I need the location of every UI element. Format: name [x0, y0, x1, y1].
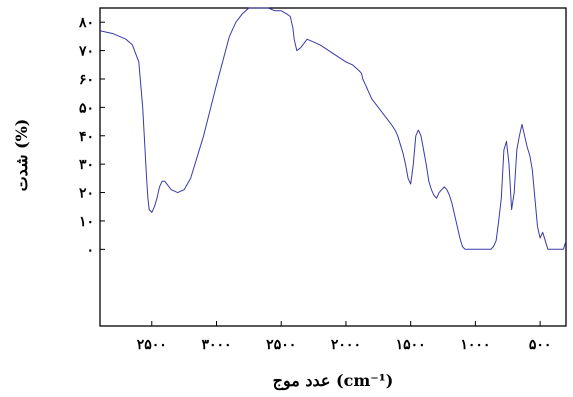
y-tick-label: ۱۰: [79, 214, 94, 230]
x-tick-label: ۱۰۰۰: [460, 337, 490, 353]
x-tick-label: ۲۰۰۰: [331, 337, 361, 353]
x-tick-label: ۳۰۰۰: [201, 337, 231, 353]
x-tick-label: ۱۵۰۰: [396, 337, 426, 353]
plot-frame: [99, 7, 567, 327]
y-tick-label: ۳۰: [79, 157, 94, 173]
y-tick-label: ۸۰: [78, 15, 94, 31]
y-tick-label: ۶۰: [79, 72, 94, 88]
x-tick-label: ۲۵۰۰: [266, 337, 296, 353]
y-tick-label: ۷۰: [78, 44, 94, 60]
y-tick-label: ۲۰: [79, 186, 94, 202]
y-tick-label: ۴۰: [79, 129, 94, 145]
y-tick-label: ۵۰: [79, 100, 94, 116]
x-tick-label: ۲۵۰۰: [137, 337, 167, 353]
x-axis-label: عدد موج (cm⁻¹): [273, 371, 394, 391]
tick-layer: ۰ ۱۰ ۲۰ ۳۰ ۴۰ ۵۰ ۶۰ ۷۰ ۸۰ ۲۵۰۰ ۳۰۰۰ ۲۵۰۰ ۲۰۰۰ ۱۵۰۰ ۱۰۰…: [78, 15, 551, 353]
spectrum-line: [99, 7, 567, 250]
x-tick-label: ۵۰۰: [529, 337, 552, 353]
y-tick-label: ۰: [86, 242, 94, 258]
y-axis-label: شدت (%): [12, 119, 31, 192]
